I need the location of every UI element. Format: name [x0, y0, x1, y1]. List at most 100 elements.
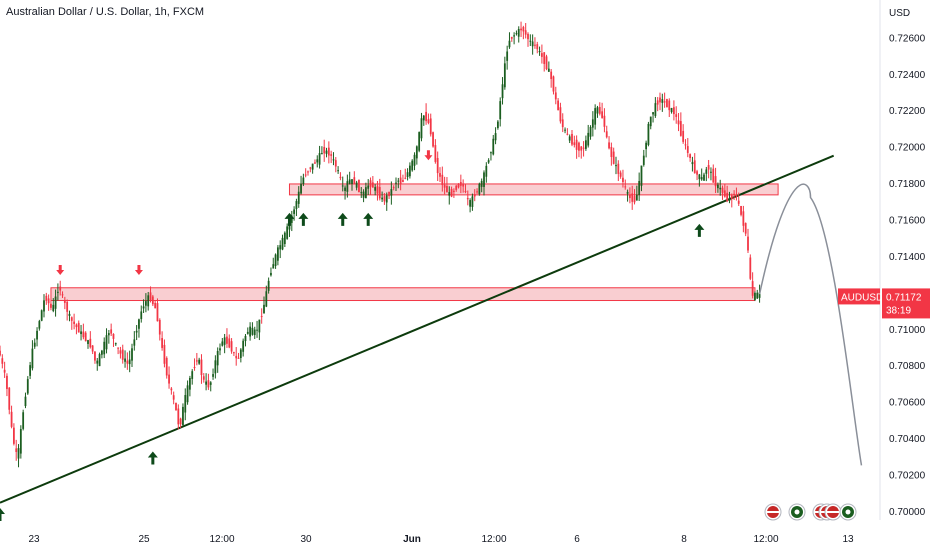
candle-body [348, 179, 351, 184]
candle-body [371, 182, 374, 188]
candle-body [77, 322, 80, 333]
candle-body [142, 306, 145, 309]
candle-body [128, 359, 131, 365]
candle-body [105, 335, 108, 350]
candle-body [693, 160, 696, 174]
candle-body [689, 154, 692, 159]
candle-body [622, 177, 624, 183]
candle-body [156, 303, 159, 322]
candle-body [534, 44, 536, 46]
candle-body [8, 387, 11, 410]
up-arrow-icon [298, 212, 309, 226]
candle-body [112, 333, 115, 339]
up-arrow-icon [147, 451, 158, 465]
candle-body [415, 146, 418, 159]
candle-body [578, 142, 580, 151]
candle-body [538, 51, 541, 53]
candle-body [631, 193, 634, 202]
candle-body [728, 199, 731, 201]
candle-body [327, 147, 330, 156]
candle-body [730, 195, 733, 199]
candle-body [376, 186, 379, 194]
candle-body [214, 360, 217, 374]
candle-body [6, 375, 8, 389]
candle-body [503, 63, 506, 88]
candle-body [700, 177, 703, 180]
up-arrow-icon [694, 223, 705, 237]
candle-body [591, 119, 594, 128]
candle-body [36, 330, 38, 340]
candle-body [756, 292, 759, 299]
candle-body [239, 349, 242, 358]
candle-body [429, 118, 432, 135]
candle-body [397, 180, 400, 182]
candle-body [33, 342, 36, 347]
candle-body [302, 177, 305, 184]
candle-body [626, 191, 629, 194]
candle-body [749, 257, 752, 279]
candle-body [672, 107, 675, 115]
candle-body [17, 448, 20, 459]
candle-body [666, 99, 668, 108]
candle-body [307, 171, 309, 173]
candle-body [510, 36, 513, 39]
candle-body [723, 190, 726, 197]
candle-body [96, 360, 99, 364]
candle-body [45, 295, 48, 301]
candle-body [751, 281, 754, 296]
candle-body [179, 418, 182, 425]
candle-body [703, 174, 705, 181]
flag-stripe [827, 511, 839, 513]
candle-body [619, 172, 622, 177]
candle-body [663, 101, 666, 103]
candle-body [684, 144, 687, 146]
candle-body [413, 154, 416, 166]
price-badge [882, 288, 930, 319]
x-tick-label: 12:00 [481, 534, 506, 545]
candle-body [223, 337, 226, 345]
candle-body [517, 28, 520, 37]
y-tick-label: 0.71600 [889, 215, 926, 226]
candle-body [422, 115, 425, 121]
candle-body [242, 340, 245, 352]
candle-body [270, 272, 272, 276]
candle-body [402, 180, 404, 182]
candle-body [205, 381, 208, 385]
flag-dot [794, 509, 800, 515]
candle-body [334, 160, 337, 167]
candle-body [119, 350, 122, 354]
candle-body [540, 53, 543, 57]
candle-body [378, 187, 381, 199]
candle-body [439, 173, 441, 177]
candle-body [575, 139, 578, 150]
candle-body [719, 187, 722, 190]
candle-body [0, 350, 1, 356]
candle-body [506, 51, 509, 61]
x-tick-label: 12:00 [753, 534, 778, 545]
candle-body [161, 338, 164, 348]
candle-body [448, 192, 451, 196]
candle-body [131, 348, 133, 361]
candle-body [547, 68, 550, 72]
candle-body [737, 200, 740, 204]
candle-body [628, 194, 631, 199]
candle-body [480, 180, 483, 187]
candle-body [450, 188, 453, 197]
candle-body [304, 174, 307, 176]
candle-body [200, 359, 203, 376]
candle-body [198, 359, 201, 364]
candle-body [369, 180, 372, 187]
candle-body [638, 180, 641, 196]
candle-body [608, 142, 610, 149]
candle-body [332, 159, 335, 161]
candle-body [603, 115, 606, 127]
candle-body [94, 351, 96, 361]
candle-body [661, 99, 664, 103]
y-tick-label: 0.72000 [889, 143, 926, 154]
candle-body [473, 194, 476, 197]
candle-body [170, 388, 173, 391]
candle-body [341, 185, 344, 187]
x-tick-label: Jun [403, 534, 421, 545]
